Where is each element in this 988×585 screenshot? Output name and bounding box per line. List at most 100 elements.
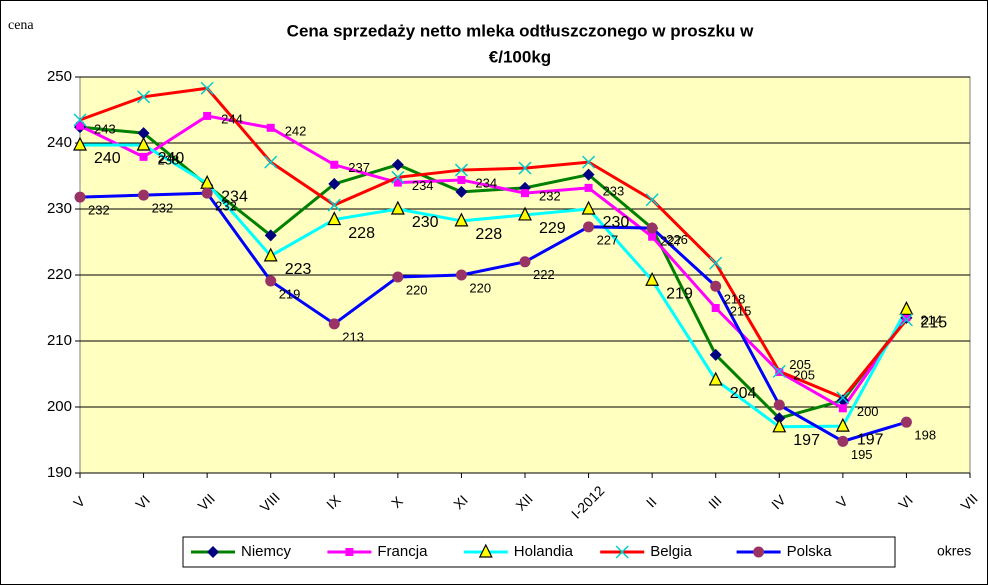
- marker: [457, 175, 466, 184]
- data-label: 243: [94, 121, 116, 136]
- y-tick-label: 210: [47, 332, 72, 349]
- legend-label: Belgia: [650, 543, 692, 560]
- series-line: [79, 114, 908, 411]
- data-label: 232: [88, 203, 110, 218]
- data-label: 240: [94, 150, 121, 167]
- data-label: 213: [342, 329, 364, 344]
- marker: [327, 211, 342, 226]
- marker: [710, 280, 722, 292]
- y-axis-label: cena: [8, 18, 34, 33]
- series-line: [79, 86, 908, 400]
- marker: [391, 158, 404, 171]
- data-label: 200: [857, 404, 879, 419]
- data-label: 234: [221, 188, 248, 205]
- marker: [645, 193, 659, 207]
- marker: [773, 412, 786, 425]
- marker: [518, 206, 532, 221]
- data-label: 215: [920, 315, 947, 332]
- marker: [390, 200, 405, 215]
- marker: [835, 417, 850, 432]
- data-label: 242: [285, 123, 307, 138]
- data-label: 205: [793, 367, 815, 382]
- marker: [266, 123, 275, 132]
- legend-label: Niemcy: [241, 543, 292, 560]
- data-label: 232: [215, 199, 237, 214]
- data-label: 238: [158, 152, 180, 167]
- marker: [203, 111, 212, 120]
- marker: [138, 189, 150, 201]
- marker: [391, 170, 405, 184]
- marker: [708, 371, 723, 386]
- marker: [137, 127, 150, 140]
- marker: [201, 187, 213, 199]
- marker: [136, 136, 151, 151]
- marker: [263, 247, 278, 262]
- marker: [648, 232, 657, 241]
- chart-title: Cena sprzedaży netto mleka odtłuszczoneg…: [287, 21, 754, 40]
- marker: [709, 256, 723, 270]
- marker: [73, 136, 87, 151]
- marker: [139, 152, 148, 161]
- data-label: 244: [221, 111, 243, 126]
- marker: [902, 313, 911, 322]
- marker: [583, 221, 595, 233]
- data-label: 228: [475, 226, 502, 243]
- marker: [836, 391, 850, 405]
- marker: [73, 113, 87, 127]
- data-label: 237: [348, 160, 370, 175]
- marker: [265, 275, 277, 287]
- marker: [836, 394, 849, 407]
- data-label: 220: [469, 280, 491, 295]
- marker: [392, 271, 404, 283]
- marker: [646, 222, 658, 234]
- marker: [521, 189, 529, 198]
- marker: [455, 269, 467, 281]
- marker: [582, 168, 595, 181]
- marker: [455, 185, 468, 198]
- data-label: 227: [597, 232, 619, 247]
- marker: [581, 200, 596, 215]
- marker: [773, 399, 785, 411]
- series-line: [80, 143, 908, 429]
- marker: [837, 435, 849, 447]
- data-label: 234: [475, 175, 497, 190]
- marker: [137, 90, 151, 104]
- data-label: 233: [603, 183, 625, 198]
- legend-marker: [478, 543, 493, 558]
- data-label: 214: [920, 313, 942, 328]
- data-label: 219: [279, 286, 301, 301]
- marker: [264, 155, 278, 169]
- marker: [76, 121, 84, 130]
- marker: [772, 364, 786, 378]
- marker: [454, 212, 469, 227]
- data-label: 240: [158, 150, 185, 167]
- marker: [454, 163, 468, 177]
- y-tick-label: 250: [47, 68, 72, 85]
- marker: [328, 177, 341, 190]
- data-label: 226: [666, 232, 688, 247]
- marker: [330, 160, 339, 169]
- chart-title: €/100kg: [489, 47, 551, 66]
- marker: [328, 318, 340, 330]
- data-label: 223: [285, 261, 312, 278]
- data-label: 198: [914, 428, 936, 443]
- marker: [200, 81, 214, 95]
- marker: [74, 191, 86, 203]
- data-label: 228: [348, 225, 375, 242]
- legend-marker: [345, 548, 354, 556]
- marker: [582, 155, 596, 169]
- marker: [899, 300, 914, 315]
- data-label: 230: [603, 214, 630, 231]
- series-line: [79, 191, 907, 443]
- marker: [900, 416, 912, 428]
- data-label: 232: [539, 189, 561, 204]
- marker: [518, 161, 532, 175]
- data-label: 219: [666, 285, 693, 302]
- data-label: 197: [857, 431, 884, 448]
- data-label: 227: [660, 234, 682, 249]
- data-label: 234: [412, 178, 434, 193]
- marker: [327, 198, 341, 212]
- marker: [264, 229, 277, 242]
- y-tick-label: 240: [47, 134, 72, 151]
- data-label: 215: [730, 303, 752, 318]
